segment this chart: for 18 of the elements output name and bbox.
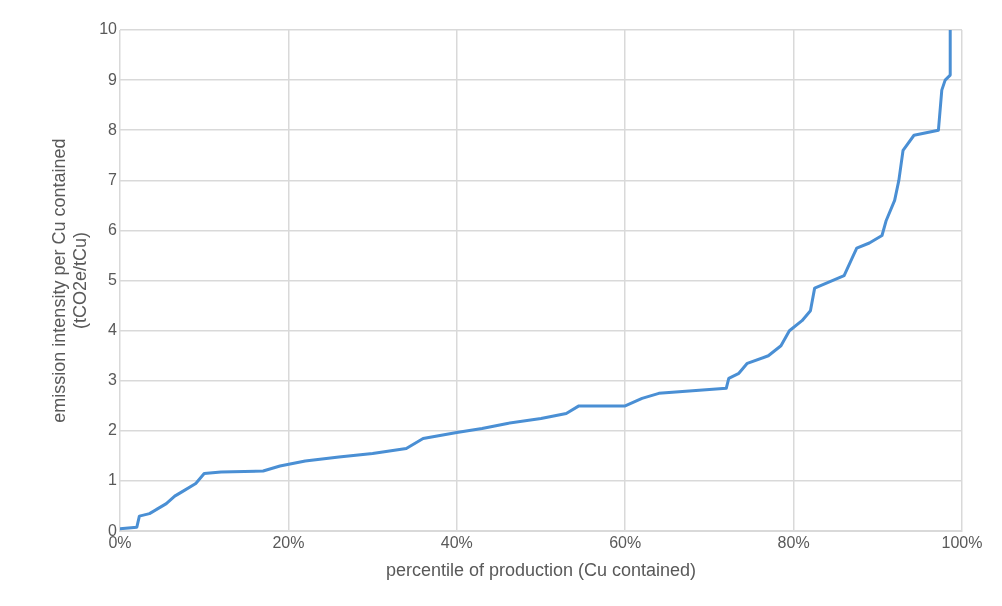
x-tick-label: 100% — [941, 534, 983, 552]
x-tick-label: 80% — [777, 534, 810, 552]
y-tick-label: 2 — [108, 421, 118, 439]
y-tick-label: 7 — [108, 170, 118, 188]
y-tick-label: 3 — [108, 371, 118, 389]
y-tick-label: 8 — [108, 120, 118, 138]
x-tick-label: 40% — [440, 534, 473, 552]
y-tick-label: 4 — [108, 321, 118, 339]
x-tick-label: 60% — [609, 534, 642, 552]
x-tick-label: 20% — [272, 534, 305, 552]
y-tick-label: 5 — [108, 271, 118, 289]
y-tick-label: 6 — [108, 220, 118, 238]
y-axis-title: emission intensity per Cu contained (tCO2e/tCu) — [48, 138, 91, 423]
x-axis-title: percentile of production (Cu contained) — [385, 560, 697, 581]
y-tick-label: 9 — [108, 70, 118, 88]
y-tick-label: 10 — [99, 20, 118, 38]
x-tick-label: 0% — [108, 534, 132, 552]
y-tick-label: 1 — [108, 471, 118, 489]
